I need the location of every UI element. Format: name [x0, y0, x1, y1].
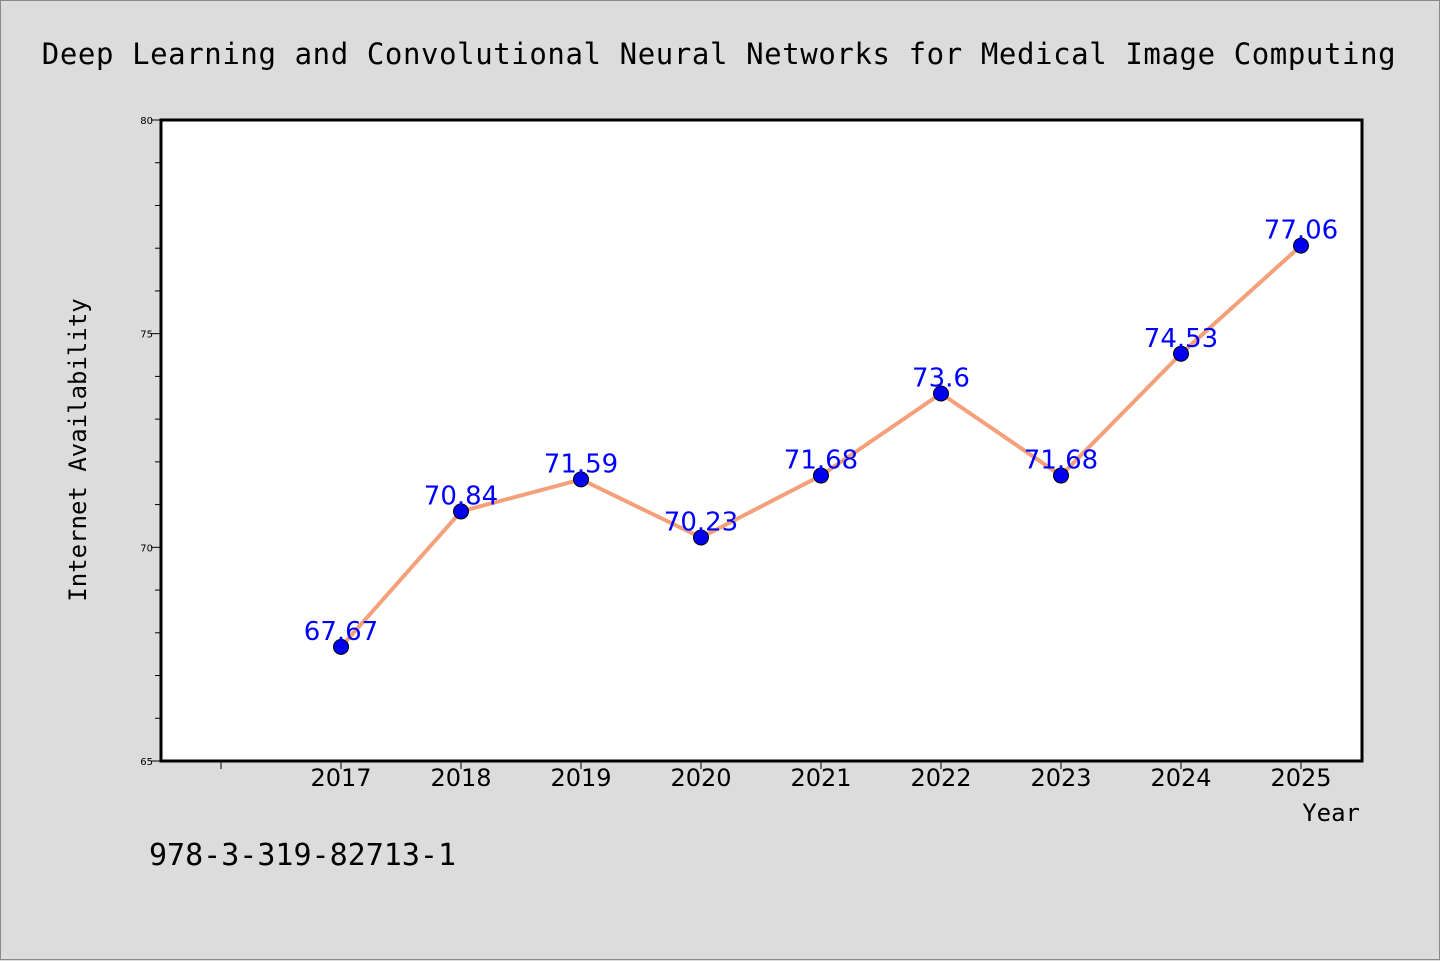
data-label: 73.6 — [912, 363, 970, 393]
x-tick-label: 2025 — [1270, 764, 1331, 792]
x-axis: 2017 2018 2019 2020 2021 2022 2023 2024 2025 — [220, 761, 1332, 792]
data-label: 77.06 — [1264, 216, 1338, 246]
y-tick-label: 70 — [140, 543, 153, 554]
plot-area — [159, 118, 1364, 763]
data-point — [333, 638, 349, 655]
data-label: 71.68 — [784, 446, 858, 476]
x-tick-label: 2017 — [310, 764, 371, 792]
data-point — [453, 503, 469, 520]
data-point — [573, 471, 589, 488]
data-point — [693, 529, 709, 546]
x-tick-label: 2018 — [430, 764, 491, 792]
data-point — [933, 385, 949, 402]
isbn-footer: 978-3-319-82713-1 — [149, 838, 456, 873]
y-tick-label: 65 — [140, 757, 153, 768]
data-label: 70.23 — [664, 508, 738, 538]
x-axis-title: Year — [1302, 799, 1360, 827]
x-tick-label: 2020 — [670, 764, 731, 792]
data-point — [1053, 467, 1069, 484]
x-tick-label: 2019 — [550, 764, 611, 792]
x-tick-label: 2023 — [1030, 764, 1091, 792]
data-point — [813, 467, 829, 484]
y-tick-label: 80 — [140, 116, 153, 127]
x-tick-label: 2022 — [910, 764, 971, 792]
data-label: 71.59 — [544, 449, 618, 479]
data-label: 70.84 — [424, 481, 498, 511]
data-point — [1293, 237, 1309, 254]
data-labels-group: 67.67 70.84 71.59 70.23 71.68 73.6 71.68 74.53 7… — [304, 216, 1338, 647]
x-tick-label: 2024 — [1150, 764, 1211, 792]
data-label: 67.67 — [304, 617, 378, 647]
y-tick-label: 75 — [140, 330, 153, 341]
data-label: 71.68 — [1024, 446, 1098, 476]
chart-title: Deep Learning and Convolutional Neural N… — [42, 37, 1396, 71]
y-axis-title: Internet Availability — [64, 298, 92, 601]
data-label: 74.53 — [1144, 324, 1218, 354]
data-point — [1173, 345, 1189, 362]
x-tick-label: 2021 — [790, 764, 851, 792]
series-points-group — [333, 237, 1309, 655]
y-axis: 65 70 75 80 — [140, 116, 161, 768]
